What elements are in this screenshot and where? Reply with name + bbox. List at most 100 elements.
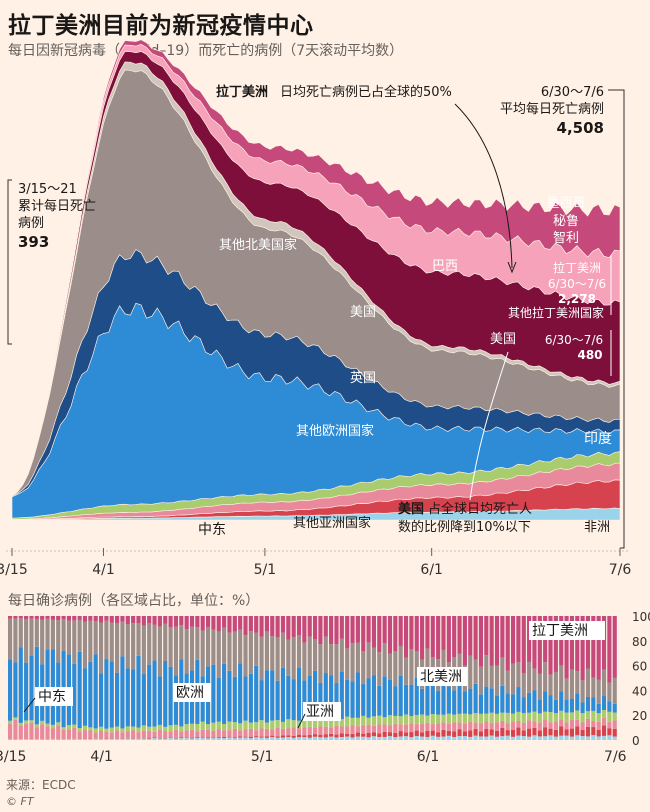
bar-segment-la <box>275 616 280 638</box>
bar-segment-la <box>270 616 275 637</box>
bar-segment-asia <box>238 730 243 737</box>
bar-segment-india <box>510 729 516 737</box>
bar-segment-eu <box>275 680 280 721</box>
annotation-right-line2: 平均每日死亡病例 <box>500 101 604 117</box>
bar-segment-la <box>441 616 446 650</box>
bar-segment-africa <box>120 738 125 740</box>
bar-segment-la <box>516 616 521 663</box>
bar-segment-africa <box>72 739 77 740</box>
bar-segment-eu <box>446 686 451 714</box>
bar-segment-me <box>125 726 130 732</box>
bar-segment-india <box>296 734 302 738</box>
bar-segment-eu <box>371 675 377 717</box>
bar-segment-asia <box>216 729 221 738</box>
bar-segment-india <box>457 729 462 737</box>
bar-segment-me <box>430 714 435 725</box>
bar-segment-india <box>366 732 371 738</box>
bar-segment-africa <box>425 736 430 740</box>
bar-segment-me <box>484 713 489 722</box>
bar-segment-na <box>478 666 484 695</box>
bar-segment-asia <box>56 725 61 739</box>
bar-segment-me <box>168 725 173 732</box>
bar-segment-india <box>248 737 253 739</box>
bar-segment-me <box>104 728 109 732</box>
bar-y-tick-label: 60 <box>632 660 647 674</box>
bar-segment-asia <box>286 728 291 736</box>
label-peru: 秘鲁 <box>553 214 579 229</box>
bar-segment-africa <box>238 737 243 740</box>
bar-segment-india <box>580 729 585 737</box>
bar-segment-na <box>168 627 173 667</box>
bar-segment-me <box>612 712 617 721</box>
bar-segment-africa <box>93 738 98 740</box>
bar-segment-eu <box>243 676 248 721</box>
bar-segment-eu <box>222 663 227 724</box>
bar-segment-la <box>478 616 484 667</box>
bar-segment-india <box>280 735 286 738</box>
bar-segment-africa <box>334 737 339 740</box>
bar-segment-eu <box>211 664 216 723</box>
bar-segment-africa <box>195 737 200 740</box>
bar-y-tick-label: 100 <box>632 610 650 624</box>
bar-segment-eu <box>329 675 334 718</box>
bar-segment-me <box>436 714 441 724</box>
bar-segment-india <box>286 735 291 737</box>
bar-segment-asia <box>420 724 425 733</box>
bar-segment-na <box>232 631 237 677</box>
bar-segment-india <box>484 729 489 737</box>
source-note: 来源：ECDC <box>6 778 76 792</box>
label-usa-period: 6/30～7/6 <box>545 333 603 347</box>
bar-segment-africa <box>98 738 104 740</box>
bar-segment-me <box>564 712 569 723</box>
label-brazil: 巴西 <box>432 259 458 274</box>
bar-segment-na <box>248 631 253 674</box>
bar-segment-la <box>457 616 462 654</box>
bar-segment-na <box>607 682 612 702</box>
bar-segment-me <box>585 711 591 719</box>
bar-segment-me <box>40 720 45 725</box>
bar-segment-na <box>307 636 312 676</box>
bar-segment-me <box>66 725 72 730</box>
bar-segment-la <box>211 616 216 630</box>
credit-note: © FT <box>6 795 34 808</box>
bar-segment-la <box>409 616 414 650</box>
bar-segment-eu <box>29 655 34 721</box>
bar-segment-africa <box>280 737 286 740</box>
bar-segment-asia <box>29 722 34 740</box>
label-chile: 智利 <box>553 231 579 246</box>
bar-segment-me <box>179 726 184 732</box>
bar-segment-la <box>334 616 339 645</box>
bar-segment-asia <box>211 730 216 737</box>
bar-segment-india <box>414 730 419 737</box>
bar-segment-eu <box>569 698 574 713</box>
bar-segment-asia <box>505 723 510 731</box>
bar-segment-me <box>553 713 558 722</box>
bar-segment-na <box>238 629 243 664</box>
bar-segment-la <box>232 616 237 632</box>
bar-segment-eu <box>296 668 302 721</box>
bar-segment-na <box>596 679 601 704</box>
bar-segment-eu <box>430 681 435 715</box>
bar-segment-me <box>291 720 296 728</box>
bar-y-tick-label: 80 <box>632 635 647 649</box>
bar-label-europe: 欧洲 <box>176 685 204 701</box>
bar-segment-asia <box>532 721 537 728</box>
bar-segment-asia <box>66 729 72 739</box>
bar-x-tick-label: 5/1 <box>251 749 274 765</box>
bar-segment-na <box>569 669 574 699</box>
bar-segment-me <box>98 726 104 732</box>
bar-segment-india <box>612 728 617 737</box>
bar-segment-me <box>152 726 157 732</box>
bar-segment-africa <box>115 738 120 740</box>
bar-segment-asia <box>45 726 50 740</box>
bar-segment-asia <box>510 721 516 730</box>
bar-segment-india <box>591 727 596 736</box>
bar-segment-me <box>494 713 500 723</box>
bar-chart <box>8 616 617 740</box>
bar-segment-eu <box>537 699 542 714</box>
annotation-bottom-arrow <box>469 351 509 501</box>
bar-segment-asia <box>355 726 360 733</box>
bar-segment-na <box>521 673 526 698</box>
bar-segment-na <box>543 662 548 692</box>
bar-segment-na <box>200 630 205 677</box>
